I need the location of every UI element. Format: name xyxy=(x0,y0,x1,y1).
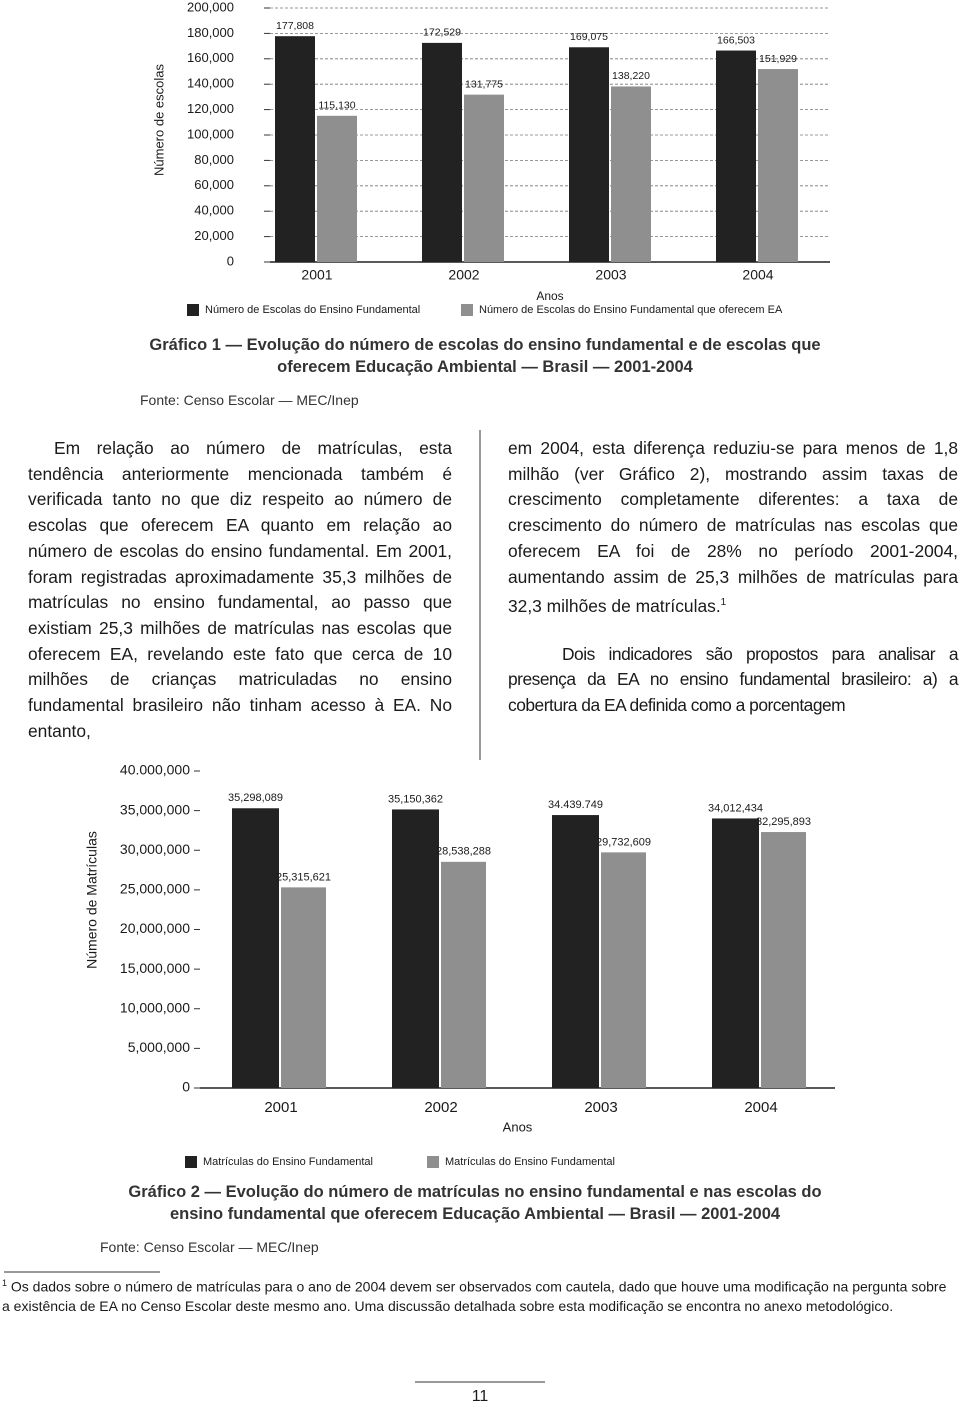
y-tick-label: 0 xyxy=(227,253,234,268)
bar xyxy=(611,86,651,262)
y-tick-label: 15,000,000 xyxy=(120,960,190,976)
bar-value-label: 35,150,362 xyxy=(388,793,443,805)
y-tick-label: 20,000,000 xyxy=(120,920,190,936)
x-tick-label: 2001 xyxy=(301,267,332,283)
paragraph-text: em 2004, esta diferença reduziu-se para … xyxy=(508,438,958,617)
y-tick-label: 40,000 xyxy=(194,203,234,218)
bar xyxy=(441,861,486,1088)
y-tick-label: 40.000,000 xyxy=(120,762,190,778)
bar xyxy=(275,36,315,263)
bar xyxy=(392,809,439,1088)
y-tick-label: 160,000 xyxy=(187,50,234,65)
bar-value-label: 169,075 xyxy=(570,31,608,43)
bar-value-label: 151,929 xyxy=(759,53,797,65)
legend-swatch xyxy=(461,304,473,316)
bar-value-label: 34,012,434 xyxy=(708,802,763,814)
legend-label: Matrículas do Ensino Fundamental xyxy=(203,1156,373,1168)
legend-label: Número de Escolas do Ensino Fundamental … xyxy=(479,304,783,316)
paragraph: em 2004, esta diferença reduziu-se para … xyxy=(508,436,958,620)
bar xyxy=(464,94,504,262)
bar-value-label: 172,529 xyxy=(423,27,461,39)
bar-value-label: 166,503 xyxy=(717,34,755,46)
legend-swatch xyxy=(185,1156,197,1168)
chart-caption: Gráfico 1 — Evolução do número de escola… xyxy=(149,336,821,376)
chart-source: Fonte: Censo Escolar — MEC/Inep xyxy=(100,1239,319,1255)
x-tick-label: 2002 xyxy=(448,267,479,283)
x-axis-label: Anos xyxy=(536,289,563,303)
legend-label: Número de Escolas do Ensino Fundamental xyxy=(205,304,420,316)
bar-value-label: 131,775 xyxy=(465,78,503,90)
bar xyxy=(422,42,462,262)
bar xyxy=(712,818,759,1088)
legend-swatch xyxy=(187,304,199,316)
bar xyxy=(569,47,609,262)
bar xyxy=(552,815,599,1088)
footnote-ref: 1 xyxy=(720,597,727,609)
y-tick-label: 60,000 xyxy=(194,177,234,192)
y-tick-label: 25,000,000 xyxy=(120,881,190,897)
bar xyxy=(601,852,646,1088)
footnote: 1 Os dados sobre o número de matrículas … xyxy=(2,1274,958,1316)
paragraph: Dois indicadores são propostos para anal… xyxy=(508,643,959,716)
bar-value-label: 177,808 xyxy=(276,20,314,32)
y-tick-label: 5,000,000 xyxy=(128,1039,190,1055)
y-tick-label: 35,000,000 xyxy=(120,801,190,817)
y-tick-label: 140,000 xyxy=(187,76,234,91)
text-column: Em relação ao número de matrículas, esta… xyxy=(28,436,452,744)
x-tick-label: 2001 xyxy=(264,1099,297,1116)
y-tick-label: 180,000 xyxy=(187,25,234,40)
chart-source: Fonte: Censo Escolar — MEC/Inep xyxy=(140,392,359,408)
y-tick-label: 200,000 xyxy=(187,0,234,14)
bar xyxy=(716,50,756,262)
y-tick-label: 100,000 xyxy=(187,126,234,141)
x-tick-label: 2002 xyxy=(424,1099,457,1116)
x-tick-label: 2004 xyxy=(742,267,773,283)
legend-swatch xyxy=(427,1156,439,1168)
y-tick-label: 120,000 xyxy=(187,101,234,116)
bar xyxy=(281,887,326,1088)
paragraph: Em relação ao número de matrículas, esta… xyxy=(28,438,452,741)
bar xyxy=(758,69,798,262)
x-tick-label: 2003 xyxy=(584,1099,617,1116)
x-tick-label: 2004 xyxy=(744,1099,777,1116)
chart-caption: Gráfico 2 — Evolução do número de matríc… xyxy=(128,1183,822,1223)
bar-value-label: 32,295,893 xyxy=(756,816,811,828)
x-tick-label: 2003 xyxy=(595,267,626,283)
y-axis-label: Número de Matrículas xyxy=(84,831,100,969)
bar-value-label: 138,220 xyxy=(612,70,650,82)
legend-label: Matrículas do Ensino Fundamental xyxy=(445,1156,615,1168)
footnote-marker: 1 xyxy=(2,1278,8,1288)
y-tick-label: 80,000 xyxy=(194,152,234,167)
y-tick-label: 0 xyxy=(182,1079,190,1095)
y-tick-label: 20,000 xyxy=(194,228,234,243)
bar xyxy=(317,115,357,262)
text-column: em 2004, esta diferença reduziu-se para … xyxy=(508,436,959,719)
bar xyxy=(761,832,806,1088)
bar xyxy=(232,808,279,1088)
page-number: 11 xyxy=(471,1388,489,1405)
x-axis-label: Anos xyxy=(503,1119,533,1134)
y-tick-label: 10,000,000 xyxy=(120,999,190,1015)
footnote-text: Os dados sobre o número de matrículas pa… xyxy=(2,1278,947,1314)
bar-value-label: 34.439.749 xyxy=(548,799,603,811)
bar-value-label: 35,298,089 xyxy=(228,792,283,804)
y-axis-label: Número de escolas xyxy=(151,64,166,176)
y-tick-label: 30,000,000 xyxy=(120,841,190,857)
bar-value-label: 25,315,621 xyxy=(276,871,331,883)
bar-value-label: 28,538,288 xyxy=(436,846,491,858)
bar-value-label: 115,130 xyxy=(318,100,355,112)
bar-value-label: 29,732,609 xyxy=(596,836,651,848)
